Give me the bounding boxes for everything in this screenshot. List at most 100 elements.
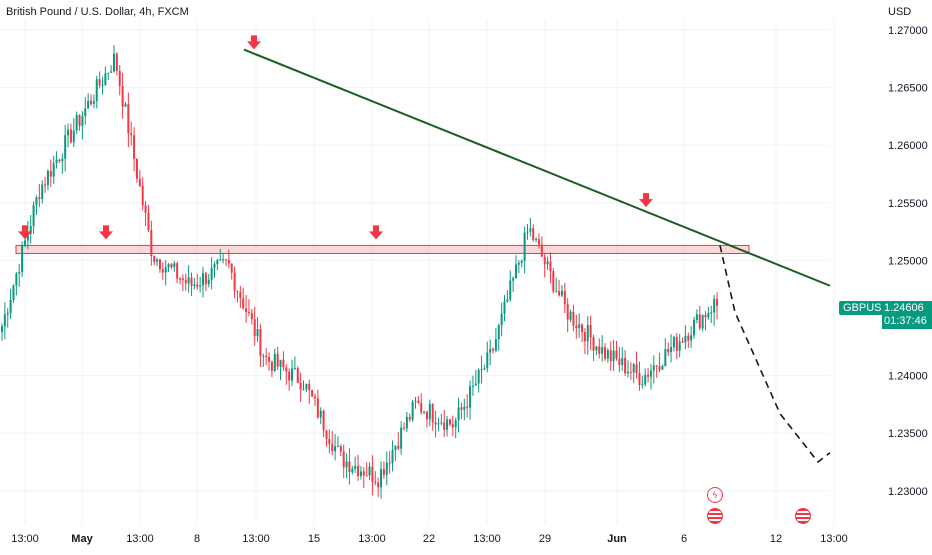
x-tick-label: 13:00	[358, 533, 386, 545]
candle-body	[204, 273, 207, 285]
candle-body	[222, 259, 225, 261]
candle-body	[466, 406, 469, 408]
candle-body	[69, 129, 72, 143]
candle-body	[158, 259, 161, 270]
down-arrow-icon	[18, 225, 32, 240]
candle-body	[477, 369, 480, 384]
candle-body	[216, 260, 219, 265]
candle-body	[319, 410, 322, 418]
candle-body	[529, 228, 532, 232]
candle-body	[357, 465, 360, 477]
candle-body	[55, 159, 58, 164]
candle-body	[268, 357, 271, 362]
candle-body	[474, 383, 477, 386]
currency-label: USD	[888, 6, 912, 18]
candle-body	[247, 311, 250, 314]
projection-group	[719, 245, 831, 464]
candle-body	[374, 481, 377, 483]
candle-body	[380, 469, 383, 488]
candle-body	[84, 108, 87, 117]
candle-body	[110, 71, 113, 73]
candle-body	[681, 341, 684, 343]
candle-body	[187, 277, 190, 284]
candle-body	[670, 347, 673, 353]
candle-body	[302, 389, 305, 391]
candle-body	[293, 368, 296, 370]
candle-body	[46, 170, 49, 185]
candle-body	[161, 269, 164, 273]
us-flag-icon[interactable]	[707, 508, 723, 524]
candle-body	[291, 368, 294, 381]
candle-body	[552, 271, 555, 292]
candle-body	[184, 279, 187, 284]
candle-body	[535, 238, 538, 241]
candle-body	[130, 133, 133, 136]
candle-body	[517, 262, 520, 265]
y-axis: 1.27000 1.26500 1.26000 1.25500 1.25000 1.240…	[888, 25, 928, 498]
candle-body	[414, 400, 417, 402]
candle-body	[494, 339, 497, 351]
candle-body	[606, 350, 609, 359]
candle-body	[658, 366, 661, 370]
candle-body	[454, 420, 457, 428]
candle-body	[245, 308, 248, 312]
candle-body	[173, 263, 176, 268]
candle-body	[15, 273, 18, 286]
candle-body	[675, 337, 678, 351]
candle-body	[138, 178, 141, 187]
candle-body	[133, 135, 136, 159]
candle-body	[250, 313, 253, 320]
trendline-group	[243, 48, 831, 287]
candle-body	[492, 348, 495, 351]
candle-body	[210, 267, 213, 280]
candle-body	[512, 278, 515, 281]
candle-body	[460, 407, 463, 410]
candle-body	[202, 273, 205, 286]
candle-body	[308, 383, 311, 390]
candle-body	[443, 422, 446, 430]
candle-body	[64, 135, 67, 159]
candle-body	[322, 410, 325, 431]
candle-body	[242, 298, 245, 309]
candle-body	[710, 312, 713, 314]
candles-group	[1, 45, 718, 499]
down-arrow-icon	[247, 35, 261, 50]
resistance-zone	[15, 244, 750, 254]
candle-body	[276, 353, 279, 367]
candle-body	[684, 335, 687, 343]
candle-body	[101, 84, 104, 86]
candle-body	[371, 466, 374, 482]
candle-body	[667, 349, 670, 353]
candle-body	[446, 419, 449, 430]
candle-body	[687, 335, 690, 341]
candle-body	[6, 313, 9, 315]
candle-body	[115, 53, 118, 72]
y-tick-label: 1.23500	[888, 428, 928, 440]
y-tick-label: 1.26500	[888, 83, 928, 95]
candle-body	[239, 291, 242, 299]
candle-body	[95, 79, 98, 102]
candle-body	[612, 350, 615, 362]
candle-body	[549, 261, 552, 272]
candle-body	[270, 361, 273, 371]
candle-body	[543, 256, 546, 265]
x-tick-label: 13:00	[820, 533, 848, 545]
candle-body	[170, 264, 173, 268]
down-arrow-icon	[639, 193, 653, 208]
candle-body	[35, 197, 38, 206]
flash-icon[interactable]: ϟ	[707, 487, 723, 503]
candle-body	[394, 445, 397, 451]
candle-body	[26, 233, 29, 241]
candle-body	[632, 364, 635, 373]
us-flag-icon[interactable]	[795, 508, 811, 524]
candle-body	[649, 370, 652, 377]
candle-body	[423, 411, 426, 413]
candle-body	[256, 329, 259, 337]
candle-body	[385, 462, 388, 475]
last-price-tag: 1.24606 01:37:46	[882, 301, 932, 329]
candle-body	[437, 423, 440, 425]
candle-body	[112, 53, 115, 72]
candle-body	[615, 350, 618, 359]
